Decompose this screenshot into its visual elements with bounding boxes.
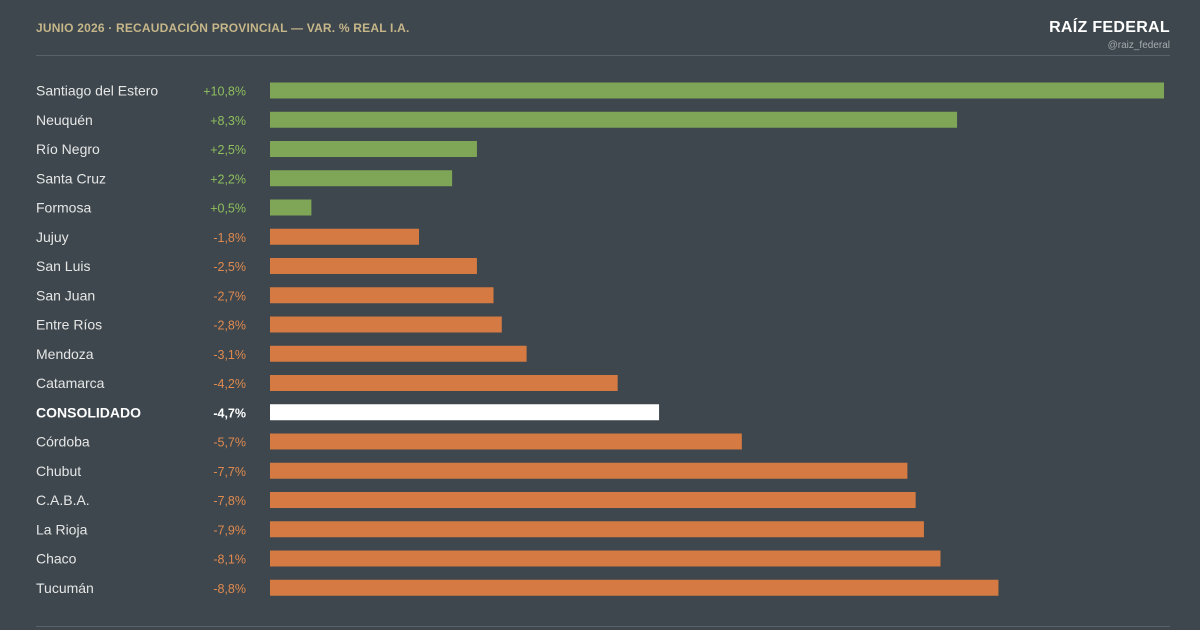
category-label-rio-negro: Río Negro — [36, 141, 100, 157]
category-label-san-juan: San Juan — [36, 287, 95, 303]
brand: RAÍZ FEDERAL @raiz_federal — [1049, 19, 1170, 51]
bar-jujuy — [270, 228, 419, 245]
value-label-c-a-b-a: -7,8% — [213, 494, 246, 508]
category-label-cordoba: Córdoba — [36, 434, 90, 450]
bar-rio-negro — [270, 141, 477, 157]
chart-title: JUNIO 2026 · RECAUDACIÓN PROVINCIAL — VA… — [36, 21, 410, 35]
category-label-entre-rios: Entre Ríos — [36, 317, 102, 333]
bar-santa-cruz — [270, 170, 453, 187]
value-label-san-juan: -2,7% — [213, 289, 246, 303]
category-label-consolidado: CONSOLIDADO — [36, 404, 141, 420]
category-label-c-a-b-a: C.A.B.A. — [36, 492, 90, 508]
bar-san-luis — [270, 258, 477, 274]
bar-la-rioja — [270, 521, 924, 538]
value-label-consolidado: -4,7% — [213, 406, 246, 420]
category-label-tucuman: Tucumán — [36, 580, 94, 596]
value-label-neuquen: +8,3% — [210, 114, 246, 128]
value-label-santa-cruz: +2,2% — [210, 172, 246, 186]
category-label-formosa: Formosa — [36, 200, 91, 216]
brand-name: RAÍZ FEDERAL — [1049, 19, 1170, 36]
bar-chaco — [270, 550, 941, 567]
value-label-santiago-del-estero: +10,8% — [203, 85, 246, 99]
category-label-jujuy: Jujuy — [36, 229, 69, 245]
value-label-la-rioja: -7,9% — [213, 523, 246, 537]
value-label-cordoba: -5,7% — [213, 436, 246, 450]
bar-mendoza — [270, 345, 527, 362]
top-divider — [36, 55, 1170, 56]
brand-handle: @raiz_federal — [1107, 40, 1170, 51]
value-label-chubut: -7,7% — [213, 465, 246, 479]
bar-san-juan — [270, 287, 494, 304]
bar-entre-rios — [270, 316, 502, 333]
value-label-catamarca: -4,2% — [213, 377, 246, 391]
value-label-chaco: -8,1% — [213, 553, 246, 567]
bar-chubut — [270, 462, 908, 479]
bar-formosa — [270, 199, 312, 216]
bar-neuquen — [270, 111, 958, 128]
category-label-neuquen: Neuquén — [36, 112, 93, 128]
category-label-santiago-del-estero: Santiago del Estero — [36, 83, 158, 99]
value-label-tucuman: -8,8% — [213, 582, 246, 596]
bar-santiago-del-estero — [270, 82, 1164, 99]
category-label-chaco: Chaco — [36, 551, 77, 567]
value-label-rio-negro: +2,5% — [210, 143, 246, 157]
category-label-chubut: Chubut — [36, 463, 81, 479]
category-label-la-rioja: La Rioja — [36, 521, 88, 537]
bar-cordoba — [270, 433, 742, 450]
category-label-san-luis: San Luis — [36, 258, 90, 274]
bar-catamarca — [270, 375, 618, 391]
category-label-mendoza: Mendoza — [36, 346, 94, 362]
bar-tucuman — [270, 579, 999, 596]
value-label-formosa: +0,5% — [210, 202, 246, 216]
bottom-divider — [36, 626, 1170, 627]
value-label-entre-rios: -2,8% — [213, 319, 246, 333]
value-label-jujuy: -1,8% — [213, 231, 246, 245]
category-label-catamarca: Catamarca — [36, 375, 105, 391]
value-label-mendoza: -3,1% — [213, 348, 246, 362]
bar-c-a-b-a — [270, 492, 916, 508]
value-label-san-luis: -2,5% — [213, 260, 246, 274]
bar-consolidado — [270, 404, 660, 421]
category-label-santa-cruz: Santa Cruz — [36, 170, 106, 186]
